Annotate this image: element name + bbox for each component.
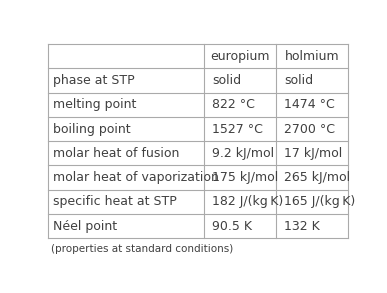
Text: boiling point: boiling point xyxy=(53,122,130,136)
Text: solid: solid xyxy=(284,74,313,87)
Text: 175 kJ/mol: 175 kJ/mol xyxy=(212,171,278,184)
Text: europium: europium xyxy=(211,50,270,63)
Text: 822 °C: 822 °C xyxy=(212,98,255,111)
Text: 182 J/(kg K): 182 J/(kg K) xyxy=(212,195,283,208)
Text: 90.5 K: 90.5 K xyxy=(212,219,252,233)
Text: 1527 °C: 1527 °C xyxy=(212,122,263,136)
Text: Néel point: Néel point xyxy=(53,219,117,233)
Text: 265 kJ/mol: 265 kJ/mol xyxy=(284,171,350,184)
Text: molar heat of vaporization: molar heat of vaporization xyxy=(53,171,219,184)
Text: 1474 °C: 1474 °C xyxy=(284,98,335,111)
Text: 17 kJ/mol: 17 kJ/mol xyxy=(284,147,342,160)
Text: 9.2 kJ/mol: 9.2 kJ/mol xyxy=(212,147,274,160)
Text: (properties at standard conditions): (properties at standard conditions) xyxy=(51,244,234,254)
Text: holmium: holmium xyxy=(285,50,340,63)
Text: 2700 °C: 2700 °C xyxy=(284,122,335,136)
Text: solid: solid xyxy=(212,74,241,87)
Text: melting point: melting point xyxy=(53,98,136,111)
Text: 132 K: 132 K xyxy=(284,219,320,233)
Text: phase at STP: phase at STP xyxy=(53,74,135,87)
Text: 165 J/(kg K): 165 J/(kg K) xyxy=(284,195,355,208)
Text: specific heat at STP: specific heat at STP xyxy=(53,195,176,208)
Text: molar heat of fusion: molar heat of fusion xyxy=(53,147,179,160)
